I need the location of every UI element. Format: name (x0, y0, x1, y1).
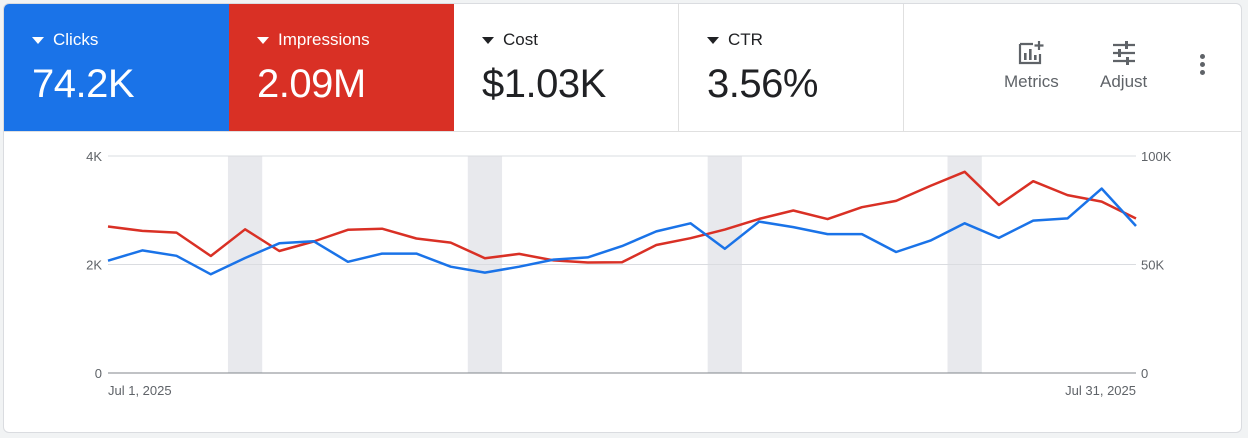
metric-label-row: Impressions (257, 30, 370, 50)
caret-down-icon (257, 36, 269, 44)
adjust-label: Adjust (1100, 72, 1148, 91)
metric-label: Clicks (53, 30, 99, 49)
metric-tile-impressions[interactable]: Impressions 2.09M (229, 4, 454, 131)
y-left-tick-label: 2K (86, 258, 102, 273)
metric-label: Cost (503, 30, 538, 49)
y-left-tick-label: 4K (86, 149, 102, 164)
metric-label-row: Clicks (32, 30, 98, 50)
y-right-tick-label: 50K (1141, 258, 1164, 273)
metric-value: 2.09M (257, 62, 366, 106)
more-vert-icon[interactable] (1192, 54, 1212, 82)
bar-chart-add-icon (1019, 41, 1044, 65)
metrics-label: Metrics (1004, 72, 1059, 91)
tune-sliders-icon (1112, 41, 1135, 65)
metric-tile-clicks[interactable]: Clicks 74.2K (4, 4, 229, 131)
metric-value: 3.56% (707, 62, 818, 106)
performance-card: Clicks 74.2K Impressions 2.09M Cost $1.0… (3, 3, 1242, 433)
metric-label: CTR (728, 30, 763, 49)
caret-down-icon (32, 36, 44, 44)
more-dot (1199, 70, 1205, 75)
metric-value: $1.03K (482, 62, 606, 106)
metric-tiles: Clicks 74.2K Impressions 2.09M Cost $1.0… (4, 4, 1241, 132)
more-dot (1199, 62, 1205, 67)
metric-label-row: Cost (482, 30, 538, 50)
metric-label-row: CTR (707, 30, 763, 50)
x-tick-label: Jul 31, 2025 (1065, 383, 1136, 398)
metric-tile-cost[interactable]: Cost $1.03K (454, 4, 679, 131)
series-line-impressions (107, 170, 1137, 264)
line-chart: 0 0 2K 50K 4K 100K Jul 1, 2025 Jul 31, 2025 (86, 149, 1172, 398)
metric-value: 74.2K (32, 62, 135, 106)
metrics-button[interactable]: Metrics (1004, 40, 1059, 92)
caret-down-icon (707, 36, 719, 44)
adjust-button[interactable]: Adjust (1100, 40, 1147, 92)
chart-toolbar: Metrics Adjust (904, 4, 1241, 131)
caret-down-icon (482, 36, 494, 44)
x-tick-label: Jul 1, 2025 (108, 383, 172, 398)
y-right-tick-label: 100K (1141, 149, 1172, 164)
metric-tile-ctr[interactable]: CTR 3.56% (679, 4, 904, 131)
y-right-tick-label: 0 (1141, 366, 1148, 381)
more-dot (1199, 54, 1205, 59)
metric-label: Impressions (278, 30, 370, 49)
y-left-tick-label: 0 (95, 366, 102, 381)
series-line-clicks (107, 187, 1137, 276)
